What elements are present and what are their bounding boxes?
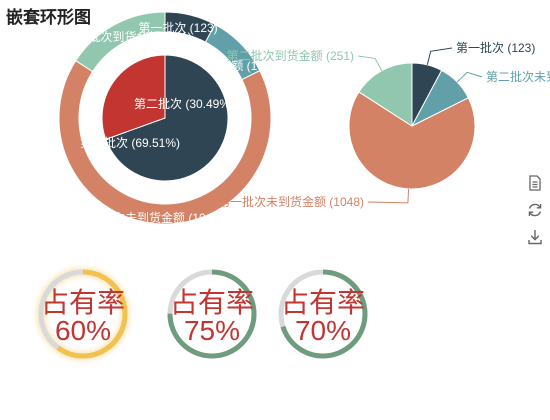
nested-donut-chart: 第一批次 (123)第二批次未到货金额 (155)第一批次未到货金额 (1048… [58, 11, 275, 225]
gauge-progress-arc [278, 269, 368, 359]
page-title: 嵌套环形图 [6, 8, 91, 27]
gauge-label: 占有率 [170, 287, 254, 318]
pie-label-2: 第一批次未到货金额 (1048) [220, 194, 364, 209]
gauge-value: 70% [295, 315, 351, 346]
outer-ring-slice-3[interactable] [75, 11, 166, 73]
pie-slice-3[interactable] [358, 62, 413, 127]
gauge-value: 75% [184, 315, 240, 346]
outer-ring-label-3: 第二批次到货金额 (251) [64, 29, 191, 44]
inner-pie-slice-1[interactable] [101, 54, 166, 140]
restore-icon[interactable] [526, 201, 544, 219]
gauge-value: 60% [55, 315, 111, 346]
gauge-label: 占有率 [41, 287, 125, 318]
save-as-image-icon[interactable] [526, 228, 544, 246]
chart-toolbox [526, 174, 546, 255]
data-view-icon[interactable] [526, 174, 544, 192]
inner-pie-label-0: 第一批次 (69.51%) [80, 135, 180, 150]
inner-pie-slice-0[interactable] [105, 54, 229, 182]
outer-ring-label-0: 第一批次 (123) [138, 20, 217, 35]
pie-label-0: 第一批次 (123) [456, 40, 535, 55]
outer-ring-label-2: 第一批次未到货金额 (1048) [77, 210, 223, 225]
pie-leader-line-3 [357, 55, 383, 71]
gauge-label: 占有率 [281, 287, 365, 318]
pie-chart: 第一批次 (123) 第二批次未到货金额 (155) 第一批次未到货金额 (1048… [220, 40, 550, 209]
gauge-progress-arc [38, 269, 128, 359]
gauge-progress-arc [167, 269, 257, 359]
pie-label-3: 第二批次到货金额 (251) [227, 48, 354, 63]
outer-ring-slice-2[interactable] [58, 60, 272, 225]
inner-pie-label-1: 第二批次 (30.49%) [134, 96, 234, 111]
pie-leader-line-1 [456, 71, 483, 83]
pie-leader-line-0 [426, 47, 453, 66]
pie-leader-line-2 [367, 188, 410, 204]
pie-label-1: 第二批次未到货金额 (155) [486, 69, 550, 84]
